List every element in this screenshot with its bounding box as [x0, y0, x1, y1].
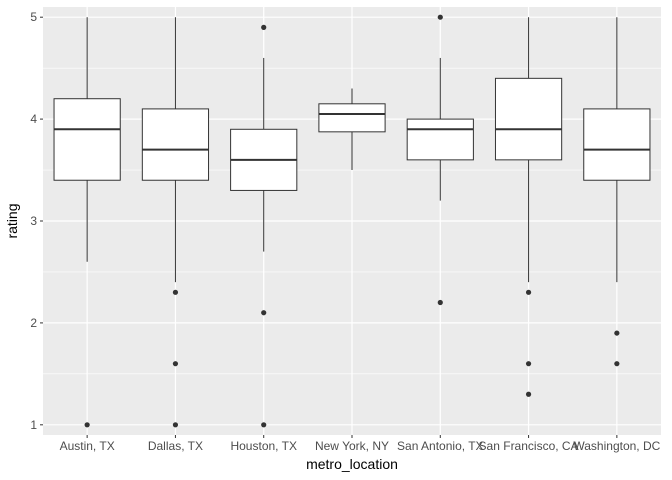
box-layer: [53, 14, 651, 428]
y-axis-ticks: 1 2 3 4 5: [30, 10, 43, 432]
y-tick-label: 2: [30, 316, 37, 330]
box-new-york-ny: [318, 88, 386, 171]
box-dallas-tx: [141, 17, 210, 428]
outlier-point: [261, 24, 267, 30]
x-tick-label: San Francisco, CA: [479, 439, 579, 453]
outlier-point: [172, 361, 179, 367]
y-axis-title: rating: [4, 203, 20, 238]
y-tick-label: 4: [30, 112, 37, 126]
y-tick-label: 3: [30, 214, 37, 228]
outlier-point: [525, 289, 532, 295]
outlier-point: [614, 330, 620, 336]
box-san-francisco-ca: [494, 17, 563, 397]
box-houston-tx: [230, 24, 298, 428]
x-tick-label: Washington, DC: [573, 439, 660, 453]
box-washington-dc: [583, 17, 651, 367]
outlier-point: [261, 422, 267, 428]
outlier-point: [614, 361, 620, 367]
x-tick-label: Houston, TX: [230, 439, 296, 453]
y-tick-label: 5: [30, 10, 37, 24]
x-tick-label: San Antonio, TX: [397, 439, 484, 453]
x-tick-label: Austin, TX: [60, 439, 115, 453]
box-iqr: [494, 77, 563, 161]
x-axis-ticks: Austin, TX Dallas, TX Houston, TX New York,…: [60, 435, 661, 453]
outlier-point: [261, 310, 267, 316]
outlier-point: [437, 299, 443, 306]
box-iqr: [141, 108, 210, 181]
box-iqr: [318, 103, 386, 133]
y-tick-label: 1: [30, 418, 37, 432]
outlier-point: [525, 391, 532, 397]
box-iqr: [53, 98, 121, 181]
x-axis-title: metro_location: [306, 456, 398, 472]
box-iqr: [406, 118, 474, 161]
box-austin-tx: [53, 17, 121, 428]
outlier-point: [172, 422, 179, 428]
outlier-point: [172, 289, 179, 295]
outlier-point: [84, 422, 90, 428]
outlier-point: [525, 361, 532, 367]
box-iqr: [583, 108, 651, 181]
box-san-antonio-tx: [406, 14, 474, 306]
x-tick-label: New York, NY: [315, 439, 389, 453]
outlier-point: [437, 14, 443, 20]
x-tick-label: Dallas, TX: [148, 439, 203, 453]
